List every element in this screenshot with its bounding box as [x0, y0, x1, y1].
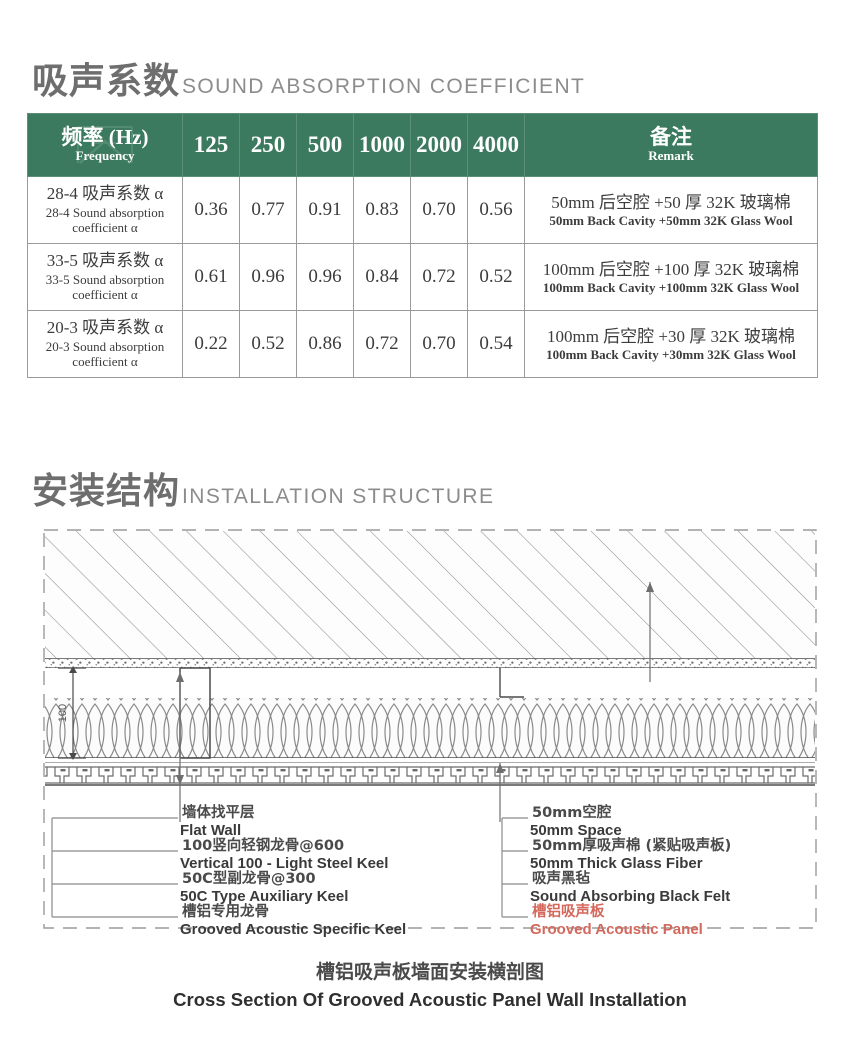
table-row: 28-4 吸声系数 α 28-4 Sound absorption coeffi… [27, 176, 818, 244]
cell-value: 0.86 [296, 310, 354, 378]
cell-value: 0.52 [467, 243, 525, 311]
svg-text:100竖向轻钢龙骨@600: 100竖向轻钢龙骨@600 [182, 836, 344, 854]
header-freq-500: 500 [296, 113, 354, 177]
svg-text:Sound Absorbing Black Felt: Sound Absorbing Black Felt [530, 888, 730, 905]
cell-value: 0.70 [410, 310, 468, 378]
table-row: 33-5 吸声系数 α 33-5 Sound absorption coeffi… [27, 243, 818, 311]
cell-value: 0.91 [296, 176, 354, 244]
svg-text:50C型副龙骨@300: 50C型副龙骨@300 [182, 869, 316, 887]
right-label-space: 50mm空腔 50mm Space [530, 803, 622, 839]
row-label: 28-4 吸声系数 α 28-4 Sound absorption coeffi… [27, 176, 183, 244]
svg-text:50mm空腔: 50mm空腔 [532, 803, 612, 821]
left-label-steel-keel: 100竖向轻钢龙骨@600 Vertical 100 - Light Steel… [180, 836, 388, 872]
header-freq-250: 250 [239, 113, 297, 177]
section-heading-absorption: 吸声系数 SOUND ABSORPTION COEFFICIENT [32, 52, 585, 104]
right-label-acoustic-panel: 槽铝吸声板 Grooved Acoustic Panel [530, 902, 703, 938]
header-remark-cn: 备注 [650, 124, 692, 149]
left-label-auxiliary-keel: 50C型副龙骨@300 50C Type Auxiliary Keel [180, 869, 348, 905]
right-callout-group [501, 817, 528, 918]
svg-text:Grooved Acoustic Specific Keel: Grooved Acoustic Specific Keel [180, 921, 406, 938]
dimension-100-label: 100 [57, 704, 69, 722]
cell-value: 0.72 [353, 310, 411, 378]
diagram-outline [43, 529, 817, 929]
cell-remark: 100mm 后空腔 +100 厚 32K 玻璃棉 100mm Back Cavi… [524, 243, 818, 311]
svg-text:槽铝吸声板: 槽铝吸声板 [532, 902, 605, 920]
header-frequency-en: Frequency [75, 148, 135, 164]
section-heading-installation-cn: 安装结构 [32, 471, 181, 512]
diagram-caption-en: Cross Section Of Grooved Acoustic Panel … [173, 989, 687, 1010]
section-heading-absorption-cn: 吸声系数 [32, 61, 181, 102]
auxiliary-keel [499, 668, 524, 698]
black-felt-layer [45, 758, 815, 764]
header-freq-2000: 2000 [410, 113, 468, 177]
cell-value: 0.77 [239, 176, 297, 244]
header-remark-en: Remark [648, 148, 694, 164]
header-frequency: 频率 (Hz) Frequency [27, 113, 183, 177]
glass-wool-layer [45, 668, 815, 759]
cell-value: 0.72 [410, 243, 468, 311]
wall-body-hatched [45, 531, 815, 660]
svg-text:50C Type Auxiliary Keel: 50C Type Auxiliary Keel [180, 888, 348, 905]
svg-text:吸声黑毡: 吸声黑毡 [532, 869, 590, 887]
cell-value: 0.36 [182, 176, 240, 244]
section-heading-installation-en: INSTALLATION STRUCTURE [182, 485, 495, 508]
dimension-100 [58, 666, 86, 760]
installation-cross-section-diagram: 100 墙体找平层 Flat Wall 100竖向轻钢龙骨@600 Vertic… [30, 522, 830, 1022]
cell-value: 0.84 [353, 243, 411, 311]
right-label-black-felt: 吸声黑毡 Sound Absorbing Black Felt [530, 869, 730, 905]
left-label-flat-wall: 墙体找平层 Flat Wall [180, 803, 255, 839]
header-freq-4000: 4000 [467, 113, 525, 177]
cell-value: 0.52 [239, 310, 297, 378]
cell-value: 0.56 [467, 176, 525, 244]
svg-text:槽铝专用龙骨: 槽铝专用龙骨 [182, 902, 269, 920]
svg-text:50mm厚吸声棉 (紧贴吸声板): 50mm厚吸声棉 (紧贴吸声板) [532, 836, 731, 854]
table-row: 20-3 吸声系数 α 20-3 Sound absorption coeffi… [27, 310, 818, 378]
right-label-glass-fiber: 50mm厚吸声棉 (紧贴吸声板) 50mm Thick Glass Fiber [530, 836, 731, 872]
cell-value: 0.54 [467, 310, 525, 378]
left-callout-group [51, 817, 178, 918]
svg-text:Flat Wall: Flat Wall [180, 822, 241, 839]
row-label: 20-3 吸声系数 α 20-3 Sound absorption coeffi… [27, 310, 183, 378]
diagram-caption-cn: 槽铝吸声板墙面安装横剖图 [316, 960, 544, 983]
header-remark: 备注 Remark [524, 113, 818, 177]
row-label: 33-5 吸声系数 α 33-5 Sound absorption coeffi… [27, 243, 183, 311]
table-header-row: 频率 (Hz) Frequency 125 250 500 1000 2000 … [27, 113, 818, 177]
cell-value: 0.96 [239, 243, 297, 311]
svg-text:墙体找平层: 墙体找平层 [182, 803, 255, 821]
cell-value: 0.61 [182, 243, 240, 311]
cell-value: 0.70 [410, 176, 468, 244]
section-heading-installation: 安装结构 INSTALLATION STRUCTURE [32, 462, 494, 514]
svg-text:Vertical 100 - Light Steel K: Vertical 100 - Light Steel Keel [180, 855, 388, 872]
left-label-specific-keel: 槽铝专用龙骨 Grooved Acoustic Specific Keel [180, 902, 406, 938]
cell-value: 0.83 [353, 176, 411, 244]
grooved-acoustic-panel-layer [45, 763, 815, 786]
cell-remark: 100mm 后空腔 +30 厚 32K 玻璃棉 100mm Back Cavit… [524, 310, 818, 378]
cell-value: 0.22 [182, 310, 240, 378]
svg-text:50mm Thick Glass Fiber: 50mm Thick Glass Fiber [530, 855, 703, 872]
header-freq-1000: 1000 [353, 113, 411, 177]
cell-remark: 50mm 后空腔 +50 厚 32K 玻璃棉 50mm Back Cavity … [524, 176, 818, 244]
svg-text:50mm Space: 50mm Space [530, 822, 622, 839]
section-heading-absorption-en: SOUND ABSORPTION COEFFICIENT [182, 75, 586, 98]
header-frequency-cn: 频率 (Hz) [61, 124, 149, 149]
callout-stems [176, 582, 654, 822]
sound-absorption-table: 频率 (Hz) Frequency 125 250 500 1000 2000 … [27, 113, 818, 378]
header-freq-125: 125 [182, 113, 240, 177]
svg-text:Grooved Acoustic Panel: Grooved Acoustic Panel [530, 921, 703, 938]
flat-wall-layer [45, 659, 815, 669]
cell-value: 0.96 [296, 243, 354, 311]
